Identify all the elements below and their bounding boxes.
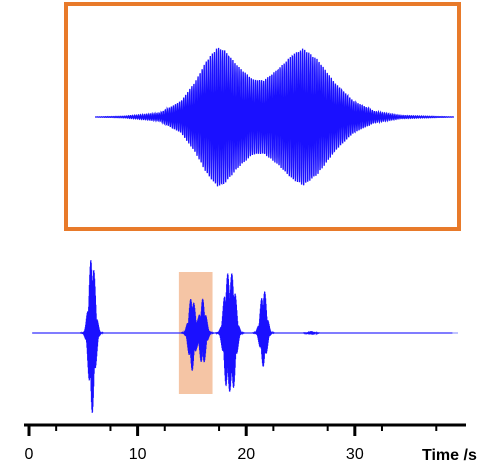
main-trace [32,259,458,414]
zoom-waveform [95,47,454,187]
x-tick-label: 30 [346,446,364,463]
main-waveform [32,259,453,414]
x-tick-label: 0 [25,446,34,463]
x-tick-label: 20 [237,446,255,463]
x-axis: 0 10 20 30 Time /s [24,423,477,464]
zoom-inset [64,2,461,231]
x-tick-label: 10 [129,446,147,463]
x-axis-title: Time /s [422,447,477,464]
x-axis-ticks: 0 10 20 30 [25,425,438,463]
